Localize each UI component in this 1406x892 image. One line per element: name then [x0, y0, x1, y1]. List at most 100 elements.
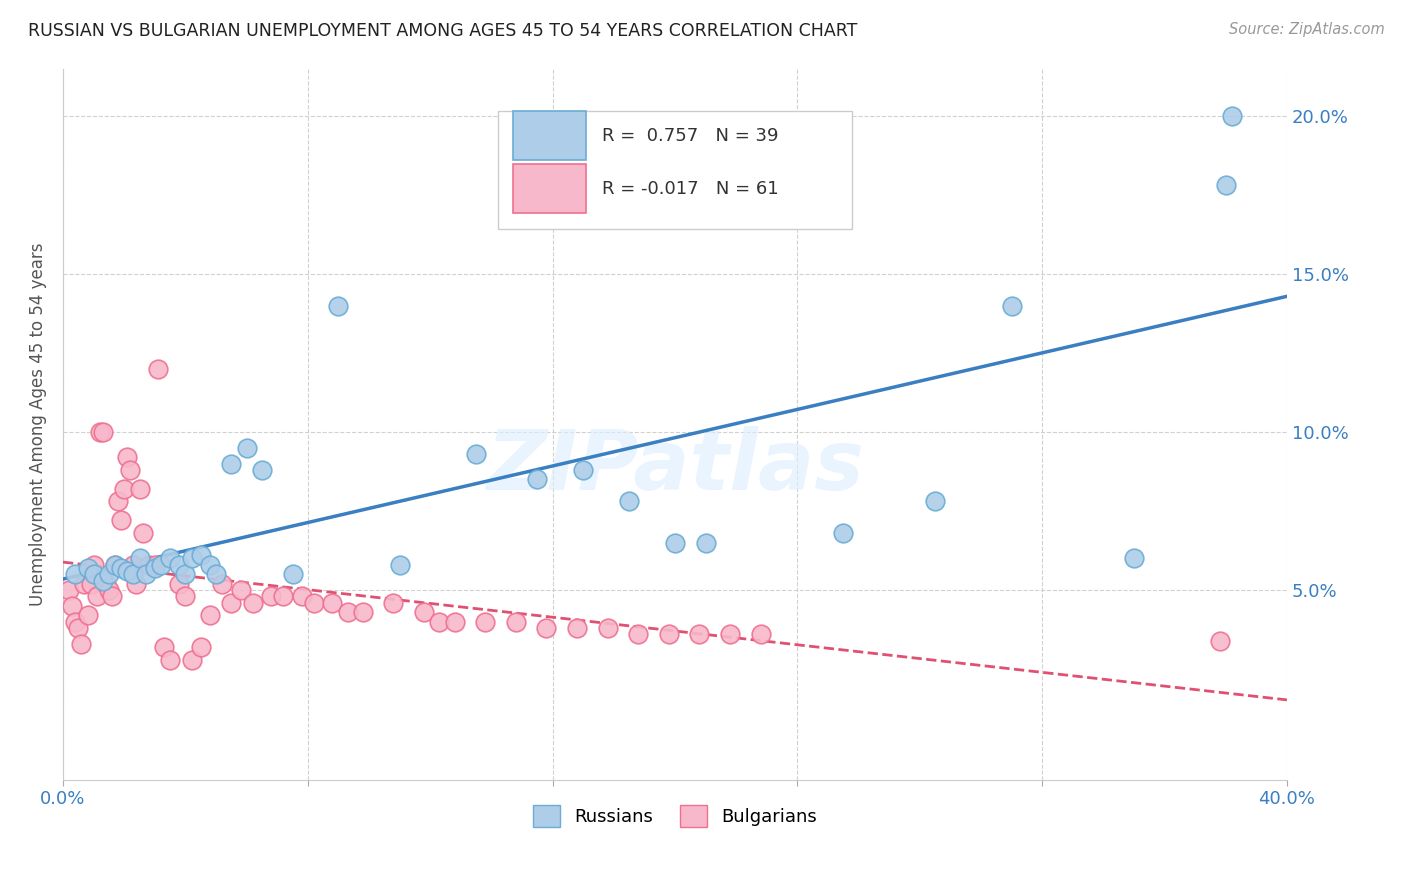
Point	[205, 567, 228, 582]
Point	[65, 567, 87, 582]
Point	[86, 590, 108, 604]
Text: R = -0.017   N = 61: R = -0.017 N = 61	[602, 179, 778, 198]
Point	[60, 599, 83, 613]
Point	[465, 447, 488, 461]
Point	[159, 551, 181, 566]
Point	[180, 551, 202, 566]
Point	[382, 596, 405, 610]
Point	[128, 482, 150, 496]
Point	[143, 558, 166, 572]
Point	[221, 457, 243, 471]
Point	[1000, 299, 1022, 313]
Point	[91, 425, 114, 439]
FancyBboxPatch shape	[498, 112, 852, 228]
Point	[101, 590, 124, 604]
Point	[1215, 178, 1237, 193]
Point	[235, 441, 257, 455]
Point	[94, 576, 117, 591]
Point	[117, 450, 139, 465]
Point	[198, 558, 221, 572]
Point	[1123, 551, 1146, 566]
Point	[664, 535, 686, 549]
Point	[76, 561, 98, 575]
Point	[221, 596, 243, 610]
Point	[388, 558, 411, 572]
Point	[169, 576, 191, 591]
Point	[120, 463, 142, 477]
Point	[83, 558, 105, 572]
Point	[718, 627, 741, 641]
Point	[273, 590, 295, 604]
Point	[658, 627, 681, 641]
Point	[526, 472, 548, 486]
Point	[536, 621, 558, 635]
Point	[110, 561, 132, 575]
Point	[104, 558, 127, 572]
Point	[112, 482, 135, 496]
Point	[198, 608, 221, 623]
Point	[135, 567, 157, 582]
Point	[97, 582, 120, 597]
Point	[146, 361, 169, 376]
Point	[924, 494, 946, 508]
Point	[688, 627, 710, 641]
Point	[281, 567, 304, 582]
Point	[352, 605, 374, 619]
Point	[695, 535, 717, 549]
Point	[174, 567, 197, 582]
Point	[749, 627, 772, 641]
Point	[1208, 633, 1230, 648]
Point	[572, 463, 595, 477]
Text: RUSSIAN VS BULGARIAN UNEMPLOYMENT AMONG AGES 45 TO 54 YEARS CORRELATION CHART: RUSSIAN VS BULGARIAN UNEMPLOYMENT AMONG …	[28, 22, 858, 40]
Point	[596, 621, 619, 635]
Point	[250, 463, 273, 477]
Point	[832, 526, 855, 541]
Point	[117, 564, 139, 578]
Point	[125, 576, 148, 591]
Text: Source: ZipAtlas.com: Source: ZipAtlas.com	[1229, 22, 1385, 37]
Point	[138, 558, 160, 572]
Point	[159, 652, 181, 666]
Point	[429, 615, 451, 629]
Point	[242, 596, 264, 610]
FancyBboxPatch shape	[513, 164, 586, 213]
Point	[122, 567, 145, 582]
Point	[128, 551, 150, 566]
Point	[70, 637, 93, 651]
Point	[211, 576, 233, 591]
Point	[336, 605, 359, 619]
Y-axis label: Unemployment Among Ages 45 to 54 years: Unemployment Among Ages 45 to 54 years	[30, 243, 46, 606]
Point	[76, 608, 98, 623]
Point	[58, 582, 80, 597]
Point	[73, 576, 96, 591]
Point	[229, 582, 252, 597]
Point	[180, 652, 202, 666]
Point	[131, 526, 153, 541]
Point	[1220, 109, 1243, 123]
Point	[83, 567, 105, 582]
Point	[89, 425, 111, 439]
Point	[328, 299, 350, 313]
Point	[321, 596, 343, 610]
Text: ZIPatlas: ZIPatlas	[486, 426, 863, 508]
Point	[97, 567, 120, 582]
Point	[107, 494, 129, 508]
Point	[627, 627, 650, 641]
FancyBboxPatch shape	[513, 111, 586, 160]
Point	[260, 590, 283, 604]
Point	[149, 558, 172, 572]
Point	[91, 574, 114, 588]
Point	[474, 615, 496, 629]
Point	[291, 590, 314, 604]
Point	[190, 640, 212, 654]
Point	[617, 494, 640, 508]
Point	[169, 558, 191, 572]
Point	[505, 615, 527, 629]
Point	[190, 548, 212, 562]
Point	[65, 615, 87, 629]
Point	[104, 558, 127, 572]
Point	[153, 640, 176, 654]
Point	[122, 558, 145, 572]
Point	[413, 605, 436, 619]
Text: R =  0.757   N = 39: R = 0.757 N = 39	[602, 127, 778, 145]
